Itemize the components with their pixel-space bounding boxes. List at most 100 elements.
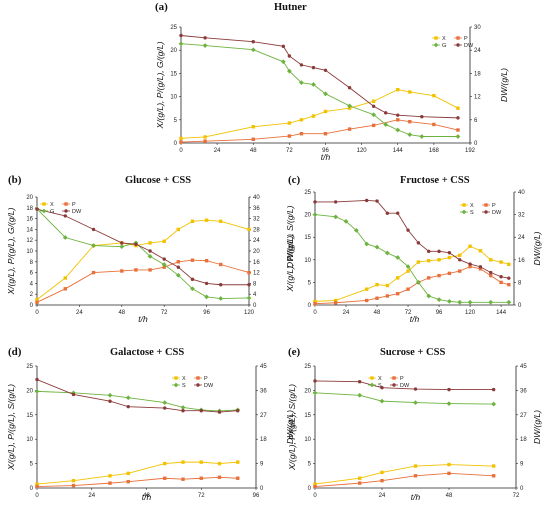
legend-label: DW bbox=[204, 383, 214, 389]
data-point bbox=[489, 258, 493, 262]
y2-tick-label: 32 bbox=[253, 217, 260, 223]
y2-tick-label: 28 bbox=[253, 227, 260, 233]
data-point bbox=[181, 460, 185, 464]
data-point bbox=[458, 258, 462, 262]
data-point bbox=[35, 300, 39, 304]
data-point bbox=[202, 43, 208, 48]
data-point bbox=[35, 482, 39, 486]
data-point bbox=[396, 211, 400, 215]
data-point bbox=[134, 242, 138, 246]
data-point bbox=[125, 395, 131, 401]
y2-tick-label: 4 bbox=[253, 292, 257, 298]
data-point bbox=[176, 260, 181, 264]
data-point bbox=[406, 287, 410, 291]
data-point bbox=[203, 36, 207, 40]
data-point bbox=[312, 212, 318, 217]
series-p bbox=[313, 264, 511, 306]
legend-marker bbox=[196, 376, 200, 380]
data-point bbox=[437, 249, 441, 254]
data-point bbox=[458, 253, 462, 257]
data-point bbox=[217, 410, 222, 414]
legend-label: DW bbox=[464, 43, 474, 49]
y2-axis-label: DW/(g/L) bbox=[285, 234, 295, 268]
data-point bbox=[312, 390, 318, 396]
legend-item: X bbox=[432, 36, 446, 42]
series-dw bbox=[313, 198, 511, 280]
data-point bbox=[406, 269, 410, 273]
data-point bbox=[357, 380, 362, 384]
data-point bbox=[299, 132, 304, 136]
data-point bbox=[176, 265, 181, 269]
data-point bbox=[190, 219, 195, 223]
legend-item: DW bbox=[390, 383, 410, 389]
x-axis-label: t/h bbox=[410, 314, 420, 324]
legend-marker bbox=[433, 42, 439, 48]
series-line bbox=[314, 380, 494, 391]
y-tick-label: 0 bbox=[174, 141, 178, 147]
y-tick-label: 10 bbox=[26, 249, 33, 255]
chart-panel-b: 0 24 48 72 96 1200246810121416182004812162024… bbox=[6, 174, 295, 324]
data-point bbox=[162, 400, 168, 405]
y2-tick-label: 18 bbox=[520, 437, 527, 443]
y2-tick-label: 45 bbox=[260, 364, 267, 370]
data-point bbox=[491, 474, 496, 478]
x-tick-label: 0 bbox=[313, 493, 317, 499]
data-point bbox=[147, 254, 153, 259]
legend-item: P bbox=[390, 376, 404, 382]
series-line bbox=[36, 259, 250, 303]
series-p bbox=[35, 475, 240, 489]
legend-item: DW bbox=[454, 43, 474, 49]
data-point bbox=[447, 387, 451, 392]
x-axis-label: t/h bbox=[321, 152, 331, 162]
data-point bbox=[491, 387, 496, 392]
y-tick-label: 25 bbox=[304, 364, 311, 370]
data-point bbox=[162, 239, 166, 243]
y2-tick-label: 36 bbox=[260, 388, 267, 394]
data-point bbox=[468, 262, 472, 266]
data-point bbox=[126, 404, 130, 409]
data-point bbox=[447, 471, 451, 476]
data-point bbox=[456, 106, 460, 110]
legend-label: G bbox=[442, 43, 446, 49]
data-point bbox=[385, 294, 390, 298]
y-axis-label: X/(g/L), P/(g/L), G/(g/L) bbox=[155, 41, 165, 129]
legend-label: S bbox=[182, 383, 186, 389]
data-point bbox=[405, 264, 411, 269]
x-axis-label: t/h bbox=[142, 492, 152, 502]
y2-tick-label: 8 bbox=[518, 280, 522, 286]
legend-marker bbox=[41, 208, 47, 214]
y-tick-label: 8 bbox=[30, 260, 34, 266]
data-point bbox=[413, 387, 418, 391]
y-tick-label: 25 bbox=[170, 25, 177, 31]
data-point bbox=[246, 295, 252, 301]
series-line bbox=[36, 208, 249, 286]
x-tick-label: 96 bbox=[203, 310, 210, 316]
y2-tick-label: 40 bbox=[253, 195, 260, 201]
data-point bbox=[347, 103, 352, 109]
data-point bbox=[108, 399, 112, 403]
legend-marker bbox=[392, 383, 396, 387]
x-tick-label: 168 bbox=[429, 148, 440, 154]
series-line bbox=[36, 390, 238, 412]
data-point bbox=[507, 262, 511, 267]
data-point bbox=[507, 282, 511, 287]
data-point bbox=[427, 259, 431, 263]
legend-item: S bbox=[368, 382, 382, 389]
legend-item: G bbox=[40, 208, 54, 215]
data-point bbox=[120, 241, 124, 245]
y-tick-label: 12 bbox=[26, 238, 33, 244]
data-point bbox=[119, 244, 125, 250]
y2-tick-label: 24 bbox=[474, 48, 481, 54]
data-point bbox=[203, 139, 207, 143]
y2-tick-label: 20 bbox=[253, 249, 260, 255]
data-point bbox=[178, 41, 184, 47]
x-tick-label: 192 bbox=[465, 148, 476, 154]
series-s bbox=[312, 390, 497, 407]
x-tick-label: 0 bbox=[35, 493, 39, 499]
data-point bbox=[364, 198, 369, 203]
y-tick-label: 20 bbox=[170, 48, 177, 54]
x-tick-label: 0 bbox=[179, 148, 183, 154]
data-point bbox=[179, 33, 183, 38]
legend: X P S DW bbox=[460, 203, 502, 216]
data-point bbox=[63, 276, 67, 280]
